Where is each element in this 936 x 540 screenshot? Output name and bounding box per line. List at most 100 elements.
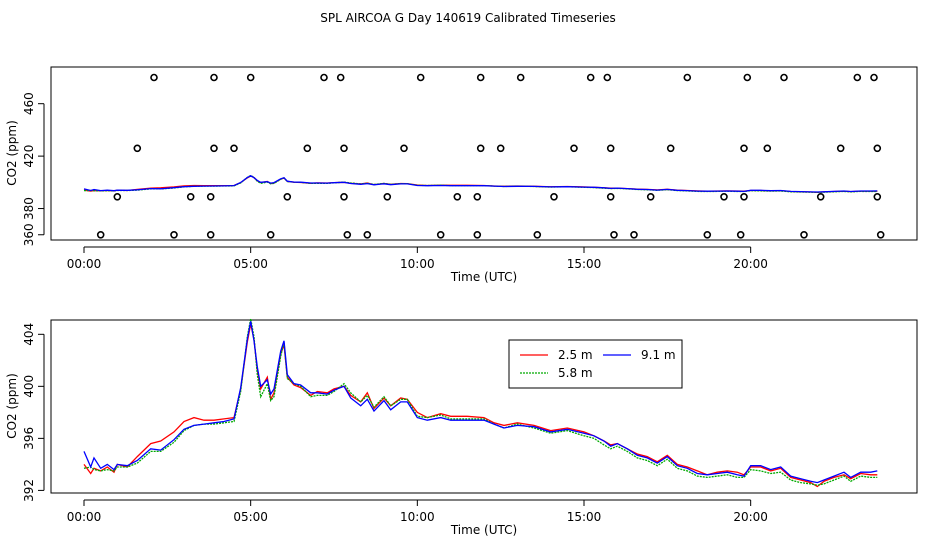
top-series-lines — [83, 174, 878, 194]
bottom-y-axis: 392 396 400 404 — [22, 323, 45, 502]
scatter-point — [606, 144, 615, 153]
scatter-point — [96, 231, 105, 239]
scatter-point — [550, 193, 558, 201]
bottom-plot-frame — [50, 319, 918, 494]
scatter-point — [206, 193, 215, 201]
top-y-axis: 360 380 420 460 — [22, 92, 45, 246]
figure-title: SPL AIRCOA G Day 140619 Calibrated Times… — [320, 11, 615, 25]
scatter-point — [873, 193, 882, 201]
legend: 2.5 m 5.8 m 9.1 m — [508, 339, 683, 389]
top-x-tick-label: 05:00 — [233, 257, 268, 271]
scatter-point — [853, 73, 862, 82]
bottom-x-axis: 00:00 05:00 10:00 15:00 20:00 — [67, 499, 768, 524]
scatter-point — [436, 231, 445, 239]
scatter-point — [800, 231, 808, 239]
legend-label-9-1m: 9.1 m — [641, 348, 676, 362]
scatter-point — [646, 193, 655, 201]
scatter-point — [246, 73, 255, 82]
scatter-point — [683, 73, 692, 82]
scatter-point — [343, 231, 352, 239]
scatter-point — [210, 73, 218, 82]
scatter-point — [533, 231, 542, 239]
bottom-y-tick-label: 400 — [22, 375, 36, 398]
scatter-point — [186, 193, 195, 201]
scatter-point — [873, 144, 882, 153]
scatter-point — [476, 144, 485, 153]
scatter-point — [416, 73, 425, 82]
top-y-tick-label: 460 — [22, 92, 36, 115]
scatter-point — [266, 231, 275, 239]
top-x-tick-label: 10:00 — [400, 257, 435, 271]
scatter-point — [206, 231, 215, 239]
scatter-point — [586, 73, 595, 82]
scatter-point — [453, 193, 462, 201]
bottom-x-tick-label: 20:00 — [733, 510, 768, 524]
bottom-x-tick-label: 00:00 — [67, 510, 102, 524]
bottom-line-5-8-m — [83, 318, 878, 486]
scatter-point — [610, 231, 618, 239]
scatter-point — [113, 193, 122, 201]
bottom-y-tick-label: 396 — [22, 427, 36, 450]
scatter-point — [473, 193, 482, 201]
scatter-point — [340, 193, 348, 201]
top-plot-frame — [50, 66, 918, 241]
scatter-point — [736, 231, 745, 239]
bottom-chart: 00:00 05:00 10:00 15:00 20:00 392 396 400 404 T… — [5, 318, 918, 537]
bottom-line-2-5-m — [83, 323, 878, 488]
bottom-x-tick-label: 05:00 — [233, 510, 268, 524]
bottom-x-tick-label: 10:00 — [400, 510, 435, 524]
scatter-point — [763, 144, 772, 153]
scatter-point — [666, 144, 675, 153]
scatter-point — [320, 73, 328, 82]
scatter-point — [603, 73, 612, 82]
top-x-tick-label: 20:00 — [733, 257, 768, 271]
bottom-y-tick-label: 392 — [22, 479, 36, 502]
top-x-axis-label: Time (UTC) — [450, 270, 517, 284]
scatter-point — [473, 231, 482, 239]
legend-box — [508, 339, 683, 389]
scatter-point — [496, 144, 505, 153]
bottom-y-tick-label: 404 — [22, 323, 36, 346]
top-y-axis-label: CO2 (ppm) — [5, 120, 19, 186]
top-y-tick-label: 380 — [22, 197, 36, 220]
scatter-point — [340, 144, 348, 153]
scatter-point — [516, 73, 525, 82]
scatter-point — [210, 144, 218, 153]
scatter-point — [476, 73, 485, 82]
scatter-point — [816, 193, 825, 201]
top-scatter-points — [96, 73, 885, 239]
scatter-point — [836, 144, 845, 153]
scatter-point — [630, 231, 638, 239]
scatter-point — [740, 144, 748, 153]
legend-label-2-5m: 2.5 m — [558, 348, 593, 362]
top-x-tick-label: 00:00 — [67, 257, 102, 271]
scatter-point — [170, 231, 178, 239]
bottom-x-axis-label: Time (UTC) — [450, 523, 517, 537]
scatter-point — [780, 73, 788, 82]
bottom-y-axis-label: CO2 (ppm) — [5, 373, 19, 439]
bottom-series-lines — [83, 318, 878, 488]
top-x-tick-label: 15:00 — [567, 257, 602, 271]
scatter-point — [283, 193, 292, 201]
scatter-point — [383, 193, 392, 201]
scatter-point — [303, 144, 312, 153]
scatter-point — [363, 231, 372, 239]
scatter-point — [150, 73, 158, 82]
top-y-tick-label: 360 — [22, 223, 36, 246]
top-chart: 00:00 05:00 10:00 15:00 20:00 360 380 420 460 T… — [5, 66, 918, 284]
top-line-9-1-m — [83, 175, 878, 193]
scatter-point — [740, 193, 748, 201]
bottom-line-9-1-m — [83, 321, 878, 484]
scatter-point — [570, 144, 578, 153]
scatter-point — [876, 231, 885, 239]
top-y-tick-label: 420 — [22, 145, 36, 168]
scatter-point — [870, 73, 878, 82]
scatter-point — [400, 144, 408, 153]
scatter-point — [133, 144, 142, 153]
top-x-axis: 00:00 05:00 10:00 15:00 20:00 — [67, 246, 768, 271]
scatter-point — [703, 231, 712, 239]
scatter-point — [606, 193, 615, 201]
scatter-point — [336, 73, 345, 82]
